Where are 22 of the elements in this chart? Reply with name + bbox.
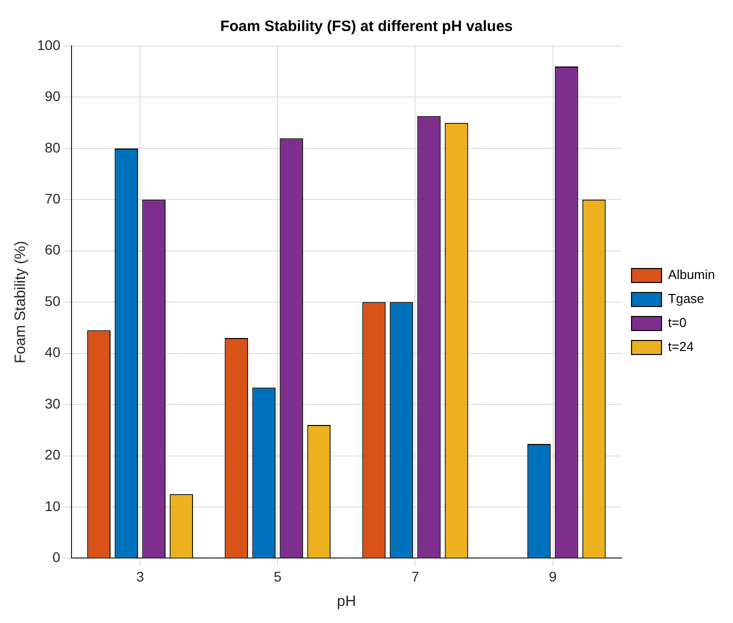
x-axis-title: pH bbox=[336, 593, 356, 610]
legend-label: t=24 bbox=[668, 339, 694, 354]
legend-label: Albumin bbox=[668, 267, 715, 282]
y-tick-label: 90 bbox=[44, 88, 61, 104]
y-tick-label: 80 bbox=[44, 139, 61, 156]
x-tick-label: 3 bbox=[136, 568, 144, 584]
y-tick-label: 0 bbox=[52, 549, 61, 566]
y-axis-title: Foam Stability (%) bbox=[12, 240, 30, 364]
y-tick-label: 30 bbox=[44, 395, 61, 412]
y-tick-label: 50 bbox=[44, 292, 61, 309]
y-tick-label: 70 bbox=[44, 190, 61, 207]
x-tick-label: 7 bbox=[411, 568, 420, 584]
y-tick-label: 60 bbox=[44, 242, 61, 258]
y-tick-label: 20 bbox=[44, 446, 61, 463]
y-tick-label: 100 bbox=[37, 36, 61, 53]
legend-label: Tgase bbox=[668, 291, 704, 306]
y-tick-label: 10 bbox=[44, 498, 61, 514]
chart-title: Foam Stability (FS) at different pH values bbox=[220, 18, 513, 36]
legend-label: t=0 bbox=[668, 315, 686, 330]
y-tick-label: 40 bbox=[44, 344, 61, 360]
x-tick-label: 5 bbox=[274, 568, 282, 584]
x-tick-label: 9 bbox=[548, 568, 557, 584]
